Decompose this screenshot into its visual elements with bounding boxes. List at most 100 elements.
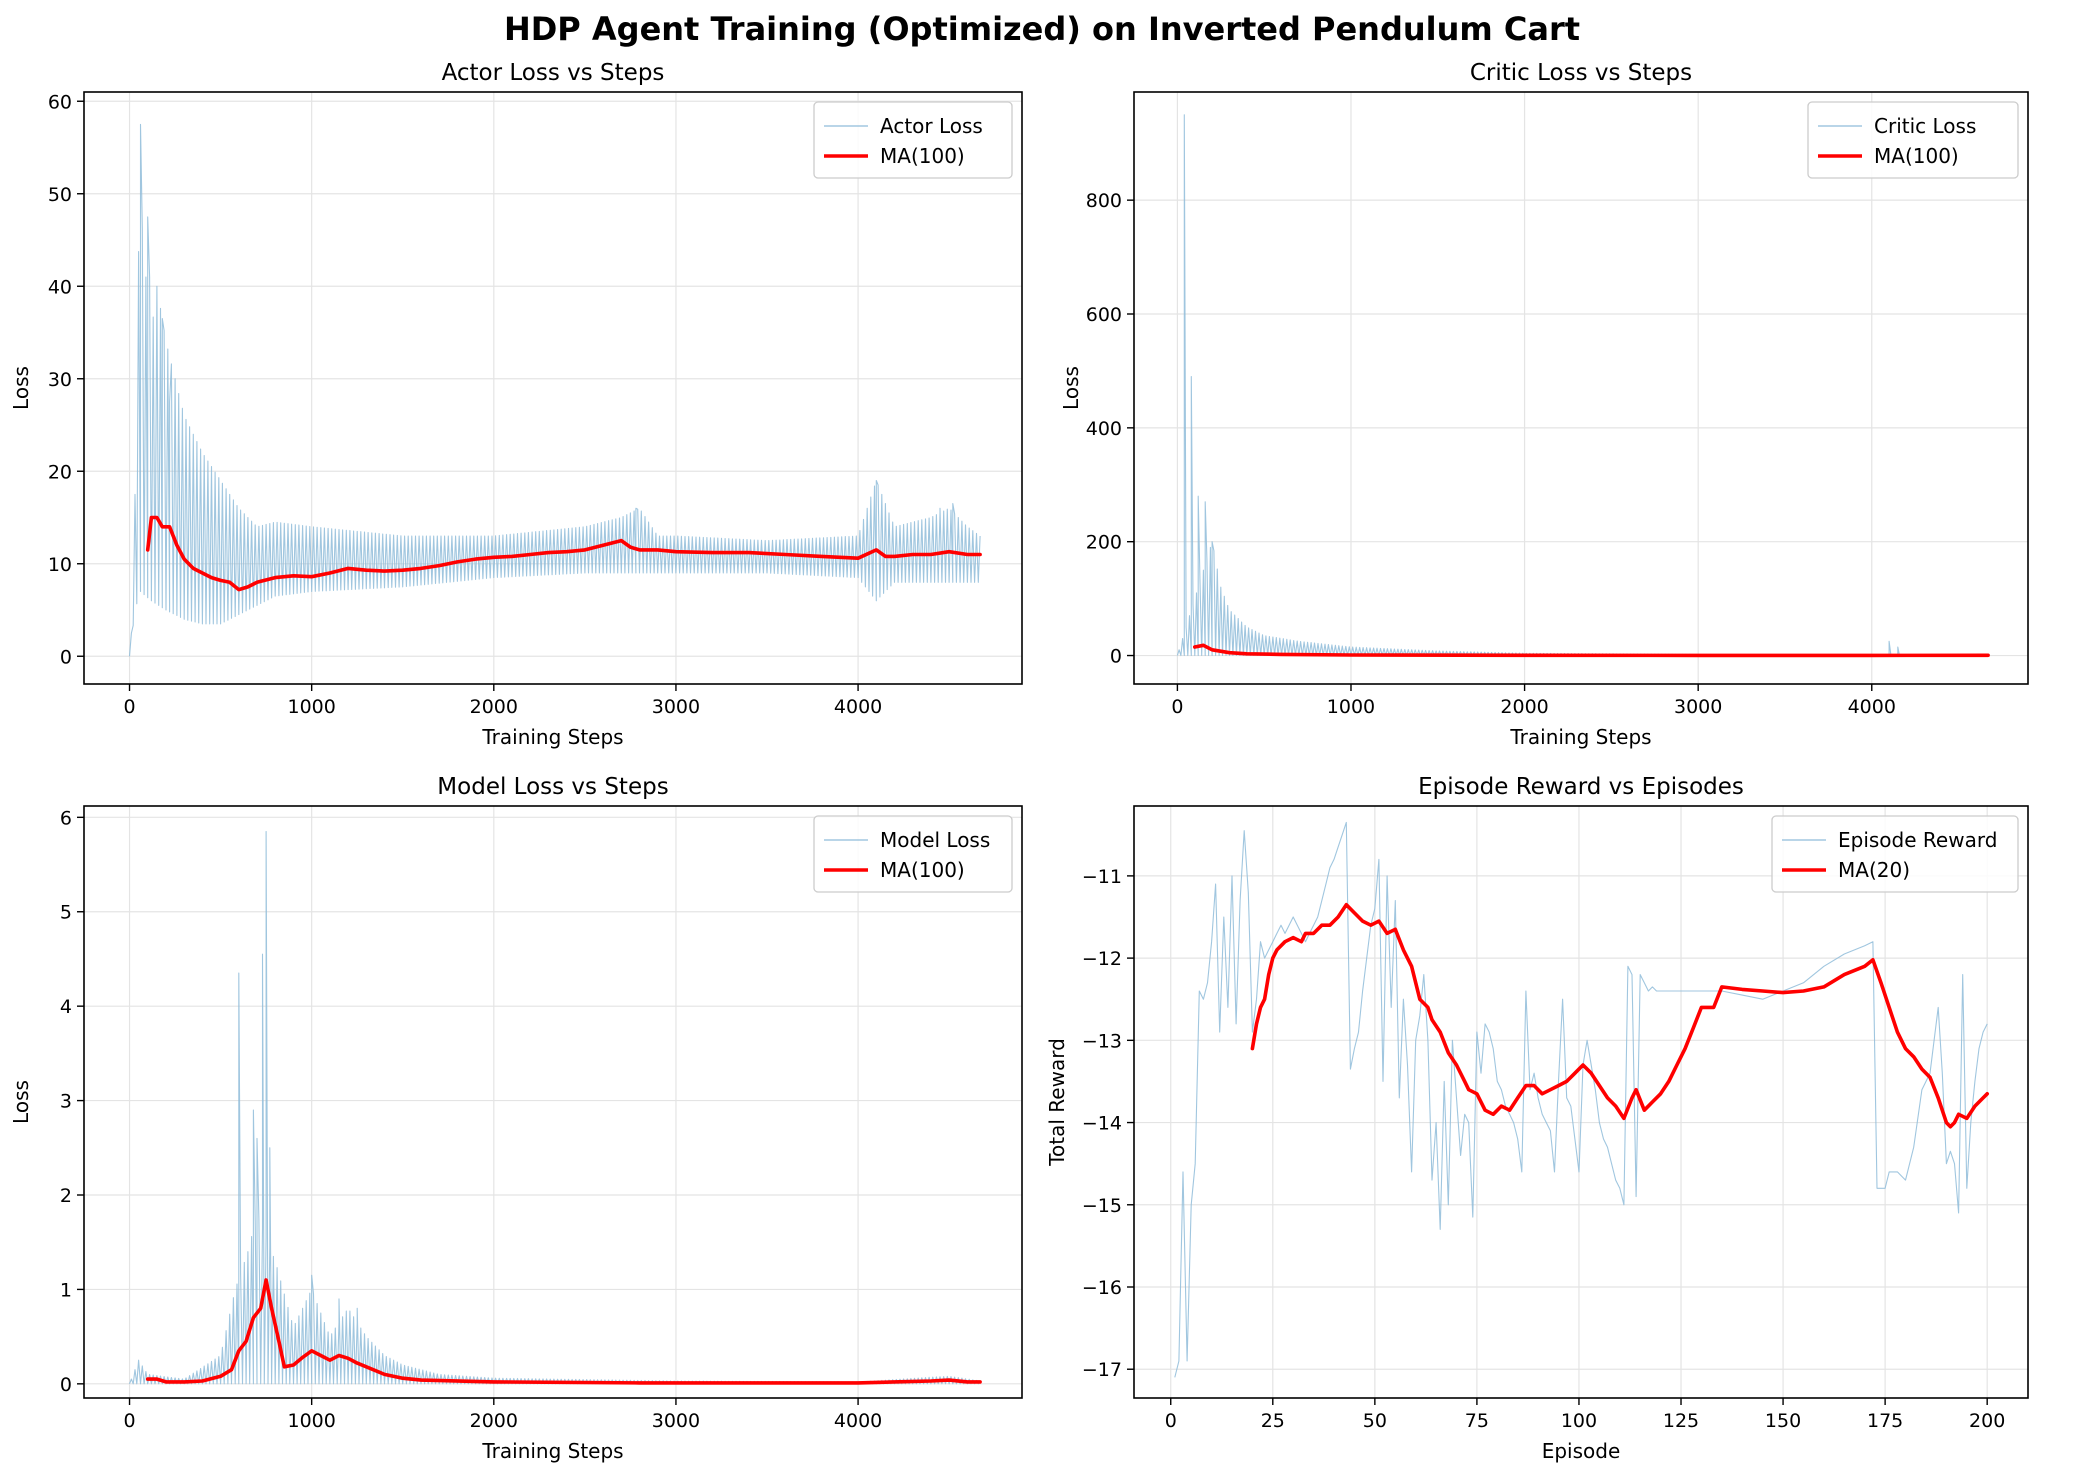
panel-title: Critic Loss vs Steps: [1470, 60, 1692, 86]
x-tick-label: 0: [1165, 1410, 1177, 1432]
x-tick-label: 3000: [652, 1410, 700, 1432]
series-ma-line: [1193, 643, 1990, 658]
legend-box: [813, 815, 1013, 893]
x-axis-label: Training Steps: [481, 725, 623, 749]
y-tick-label: 200: [1086, 532, 1122, 554]
y-tick-label: 0: [60, 1374, 72, 1396]
axes-frame: [1133, 805, 2029, 1399]
legend-label: Episode Reward: [1838, 828, 1997, 852]
legend-label: MA(100): [880, 144, 965, 168]
series-ma-line: [145, 1278, 982, 1385]
y-tick-label: 600: [1086, 304, 1122, 326]
x-tick-label: 1000: [287, 696, 335, 718]
y-tick-label: 800: [1086, 190, 1122, 212]
x-axis: 0 1000 2000 3000 4000: [123, 1398, 882, 1432]
y-tick-label: 20: [48, 461, 72, 483]
y-tick-label: −15: [1082, 1195, 1122, 1217]
x-tick-label: 25: [1261, 1410, 1285, 1432]
legend: Actor Loss MA(100): [813, 101, 1013, 179]
panel-title: Episode Reward vs Episodes: [1418, 774, 1744, 800]
x-tick-label: 175: [1867, 1410, 1903, 1432]
y-tick-label: −12: [1082, 948, 1122, 970]
x-axis-label: Training Steps: [481, 1439, 623, 1463]
x-tick-label: 4000: [834, 1410, 882, 1432]
x-tick-label: 125: [1663, 1410, 1699, 1432]
legend-label: Critic Loss: [1874, 114, 1976, 138]
x-tick-label: 0: [1171, 696, 1183, 718]
y-tick-label: 50: [48, 184, 72, 206]
chart-panel-1: 0 1000 2000 3000 4000 0 10 20 30 40 50 60 Actor Loss…: [9, 60, 1023, 749]
legend-label: Actor Loss: [880, 114, 983, 138]
x-tick-label: 100: [1561, 1410, 1597, 1432]
y-tick-label: 3: [60, 1091, 72, 1113]
x-tick-label: 2000: [1500, 696, 1548, 718]
y-tick-label: −11: [1082, 866, 1122, 888]
legend-box: [813, 101, 1013, 179]
y-tick-label: 0: [1110, 646, 1122, 668]
chart-panel-4: 0 25 50 75 100 125 150 175 200 −11 −12 −13 −14 −15 −16…: [1045, 774, 2029, 1463]
x-tick-label: 4000: [1848, 696, 1896, 718]
legend-label: MA(100): [880, 858, 965, 882]
panel-title: Actor Loss vs Steps: [442, 60, 665, 86]
axes-frame: [1133, 91, 2029, 685]
figure-suptitle: HDP Agent Training (Optimized) on Invert…: [504, 10, 1580, 48]
legend: Model Loss MA(100): [813, 815, 1013, 893]
legend-label: Model Loss: [880, 828, 990, 852]
series-ma-line: [145, 515, 982, 592]
legend-box: [1771, 815, 2019, 893]
x-tick-label: 1000: [1327, 696, 1375, 718]
legend: Critic Loss MA(100): [1807, 101, 2019, 179]
y-axis-label: Loss: [9, 1080, 33, 1124]
y-tick-label: −16: [1082, 1277, 1122, 1299]
y-axis: −11 −12 −13 −14 −15 −16 −17: [1082, 866, 1134, 1381]
axes-frame: [83, 805, 1023, 1399]
y-tick-label: 60: [48, 91, 72, 113]
x-tick-label: 3000: [652, 696, 700, 718]
y-tick-label: −17: [1082, 1359, 1122, 1381]
x-axis: 0 1000 2000 3000 4000: [123, 684, 882, 718]
panel-title: Model Loss vs Steps: [437, 774, 668, 800]
y-tick-label: −13: [1082, 1030, 1122, 1052]
x-axis: 0 1000 2000 3000 4000: [1171, 684, 1896, 718]
x-tick-label: 150: [1765, 1410, 1801, 1432]
series-raw-line: [1174, 821, 1988, 1378]
x-tick-label: 3000: [1674, 696, 1722, 718]
x-tick-label: 200: [1969, 1410, 2005, 1432]
x-tick-label: 1000: [287, 1410, 335, 1432]
y-tick-label: 5: [60, 902, 72, 924]
x-tick-label: 75: [1465, 1410, 1489, 1432]
y-tick-label: 0: [60, 646, 72, 668]
x-tick-label: 50: [1363, 1410, 1387, 1432]
plot-area: [128, 830, 982, 1385]
chart-panel-2: 0 1000 2000 3000 4000 0 200 400 600 800 Critic Los…: [1059, 60, 2029, 749]
x-axis: 0 25 50 75 100 125 150 175 200: [1165, 1398, 2005, 1432]
y-tick-label: 2: [60, 1185, 72, 1207]
x-axis-label: Training Steps: [1509, 725, 1651, 749]
y-axis-label: Loss: [9, 366, 33, 410]
y-tick-label: 400: [1086, 418, 1122, 440]
plot-area: [1174, 821, 1989, 1378]
x-tick-label: 2000: [470, 696, 518, 718]
legend-box: [1807, 101, 2019, 179]
y-axis: 0 10 20 30 40 50 60: [48, 91, 84, 668]
axes-frame: [83, 91, 1023, 685]
y-tick-label: −14: [1082, 1113, 1122, 1135]
x-tick-label: 4000: [834, 696, 882, 718]
y-tick-label: 30: [48, 369, 72, 391]
x-tick-label: 0: [123, 1410, 135, 1432]
plot-area: [1176, 114, 1990, 658]
y-tick-label: 4: [60, 996, 72, 1018]
legend-label: MA(20): [1838, 858, 1910, 882]
legend-label: MA(100): [1874, 144, 1959, 168]
legend: Episode Reward MA(20): [1771, 815, 2019, 893]
chart-panel-3: 0 1000 2000 3000 4000 0 1 2 3 4 5 6 Model Loss vs St…: [9, 774, 1023, 1463]
x-tick-label: 0: [123, 696, 135, 718]
y-axis-label: Total Reward: [1045, 1038, 1069, 1167]
y-axis-label: Loss: [1059, 366, 1083, 410]
y-tick-label: 6: [60, 807, 72, 829]
grid-lines: [84, 92, 1022, 684]
y-tick-label: 10: [48, 554, 72, 576]
series-ma-line: [1250, 902, 1989, 1129]
y-axis: 0 200 400 600 800: [1086, 190, 1134, 668]
